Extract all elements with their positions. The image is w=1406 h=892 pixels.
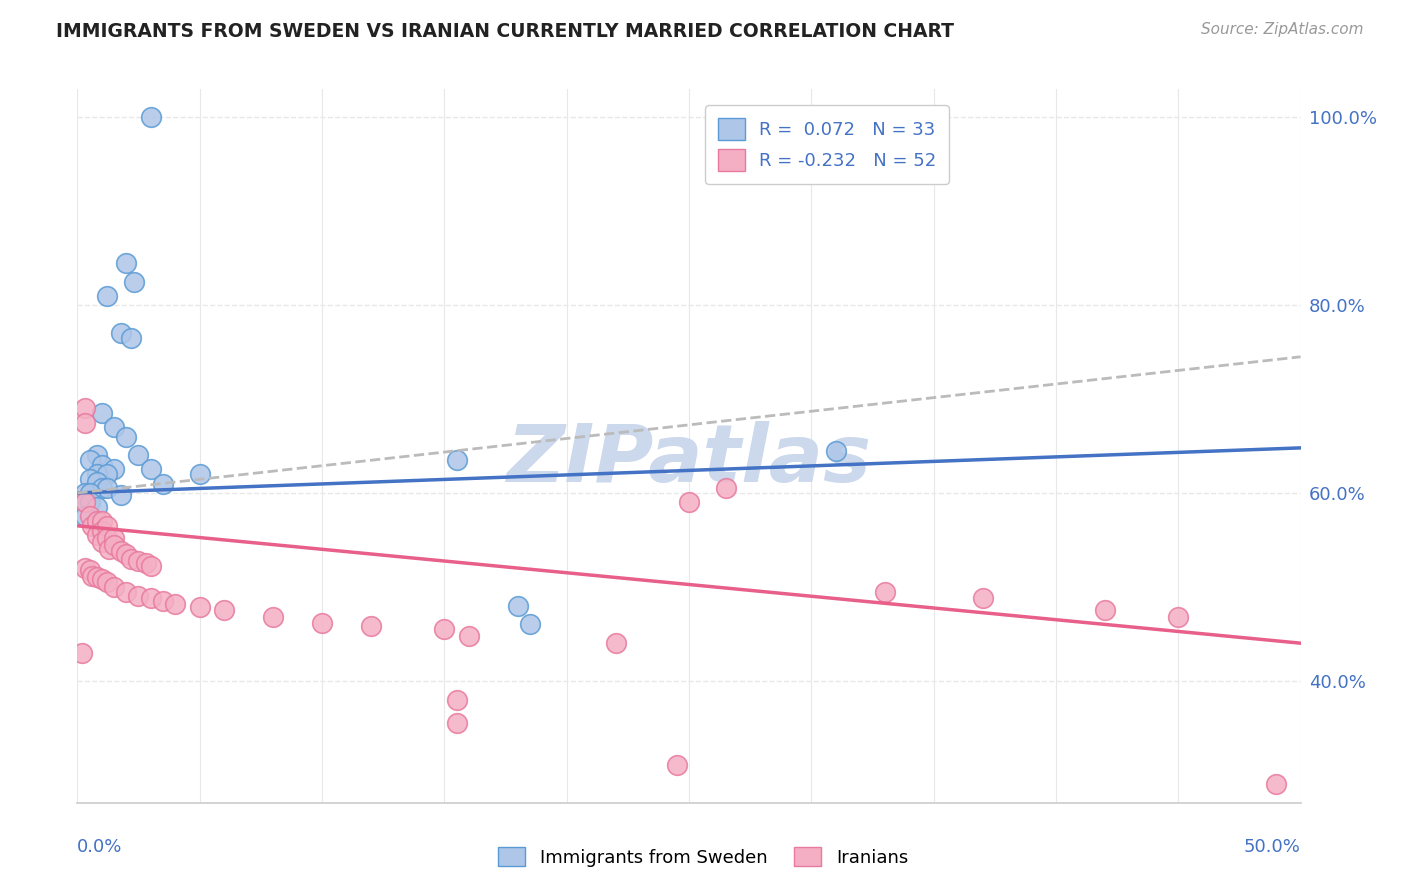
Point — [80, 568, 103, 582]
Point — [73, 495, 96, 509]
Point — [115, 429, 138, 443]
Point — [79, 509, 101, 524]
Point — [73, 401, 96, 416]
Point — [86, 500, 108, 514]
Text: IMMIGRANTS FROM SWEDEN VS IRANIAN CURRENTLY MARRIED CORRELATION CHART: IMMIGRANTS FROM SWEDEN VS IRANIAN CURREN… — [56, 22, 955, 41]
Point — [152, 594, 174, 608]
Point — [212, 603, 235, 617]
Point — [128, 589, 150, 603]
Point — [90, 514, 112, 528]
Point — [86, 449, 108, 463]
Point — [714, 481, 737, 495]
Point — [446, 453, 468, 467]
Point — [457, 629, 479, 643]
Point — [96, 289, 118, 303]
Point — [86, 528, 108, 542]
Text: ZIPatlas: ZIPatlas — [506, 421, 872, 500]
Point — [972, 591, 994, 606]
Point — [360, 619, 382, 633]
Point — [873, 584, 896, 599]
Point — [128, 449, 150, 463]
Point — [96, 518, 118, 533]
Point — [1167, 610, 1189, 624]
Point — [128, 553, 150, 567]
Point — [110, 326, 132, 341]
Point — [96, 531, 118, 545]
Point — [311, 615, 333, 630]
Point — [188, 467, 211, 482]
Point — [678, 495, 700, 509]
Point — [1265, 777, 1288, 791]
Legend: Immigrants from Sweden, Iranians: Immigrants from Sweden, Iranians — [491, 840, 915, 874]
Point — [139, 462, 162, 476]
Point — [73, 486, 96, 500]
Point — [103, 462, 125, 476]
Point — [135, 557, 157, 571]
Point — [519, 617, 541, 632]
Point — [73, 416, 96, 430]
Point — [433, 622, 456, 636]
Point — [98, 542, 121, 557]
Point — [605, 636, 627, 650]
Point — [103, 580, 125, 594]
Point — [110, 488, 132, 502]
Point — [188, 600, 211, 615]
Point — [665, 758, 688, 772]
Point — [90, 481, 112, 495]
Point — [103, 538, 125, 552]
Text: 0.0%: 0.0% — [77, 838, 122, 856]
Point — [115, 256, 138, 270]
Point — [79, 495, 101, 509]
Point — [110, 544, 132, 558]
Point — [79, 453, 101, 467]
Point — [446, 692, 468, 706]
Point — [120, 551, 142, 566]
Point — [79, 472, 101, 486]
Text: Source: ZipAtlas.com: Source: ZipAtlas.com — [1201, 22, 1364, 37]
Point — [122, 275, 145, 289]
Point — [1094, 603, 1116, 617]
Point — [120, 331, 142, 345]
Point — [79, 486, 101, 500]
Point — [90, 572, 112, 586]
Point — [824, 443, 846, 458]
Point — [79, 563, 101, 577]
Point — [86, 570, 108, 584]
Point — [115, 584, 138, 599]
Point — [446, 716, 468, 731]
Point — [96, 575, 118, 590]
Point — [70, 646, 93, 660]
Point — [103, 420, 125, 434]
Point — [86, 514, 108, 528]
Point — [90, 458, 112, 472]
Point — [86, 467, 108, 482]
Point — [165, 597, 187, 611]
Point — [115, 547, 138, 561]
Point — [90, 534, 112, 549]
Point — [96, 481, 118, 495]
Point — [152, 476, 174, 491]
Point — [103, 531, 125, 545]
Text: 50.0%: 50.0% — [1244, 838, 1301, 856]
Point — [90, 406, 112, 420]
Point — [262, 610, 284, 624]
Point — [86, 475, 108, 489]
Point — [96, 467, 118, 482]
Point — [73, 509, 96, 524]
Point — [139, 591, 162, 606]
Legend: R =  0.072   N = 33, R = -0.232   N = 52: R = 0.072 N = 33, R = -0.232 N = 52 — [704, 105, 949, 184]
Point — [139, 111, 162, 125]
Point — [90, 524, 112, 538]
Point — [80, 518, 103, 533]
Point — [506, 599, 529, 613]
Point — [73, 561, 96, 575]
Point — [73, 495, 96, 509]
Point — [139, 559, 162, 574]
